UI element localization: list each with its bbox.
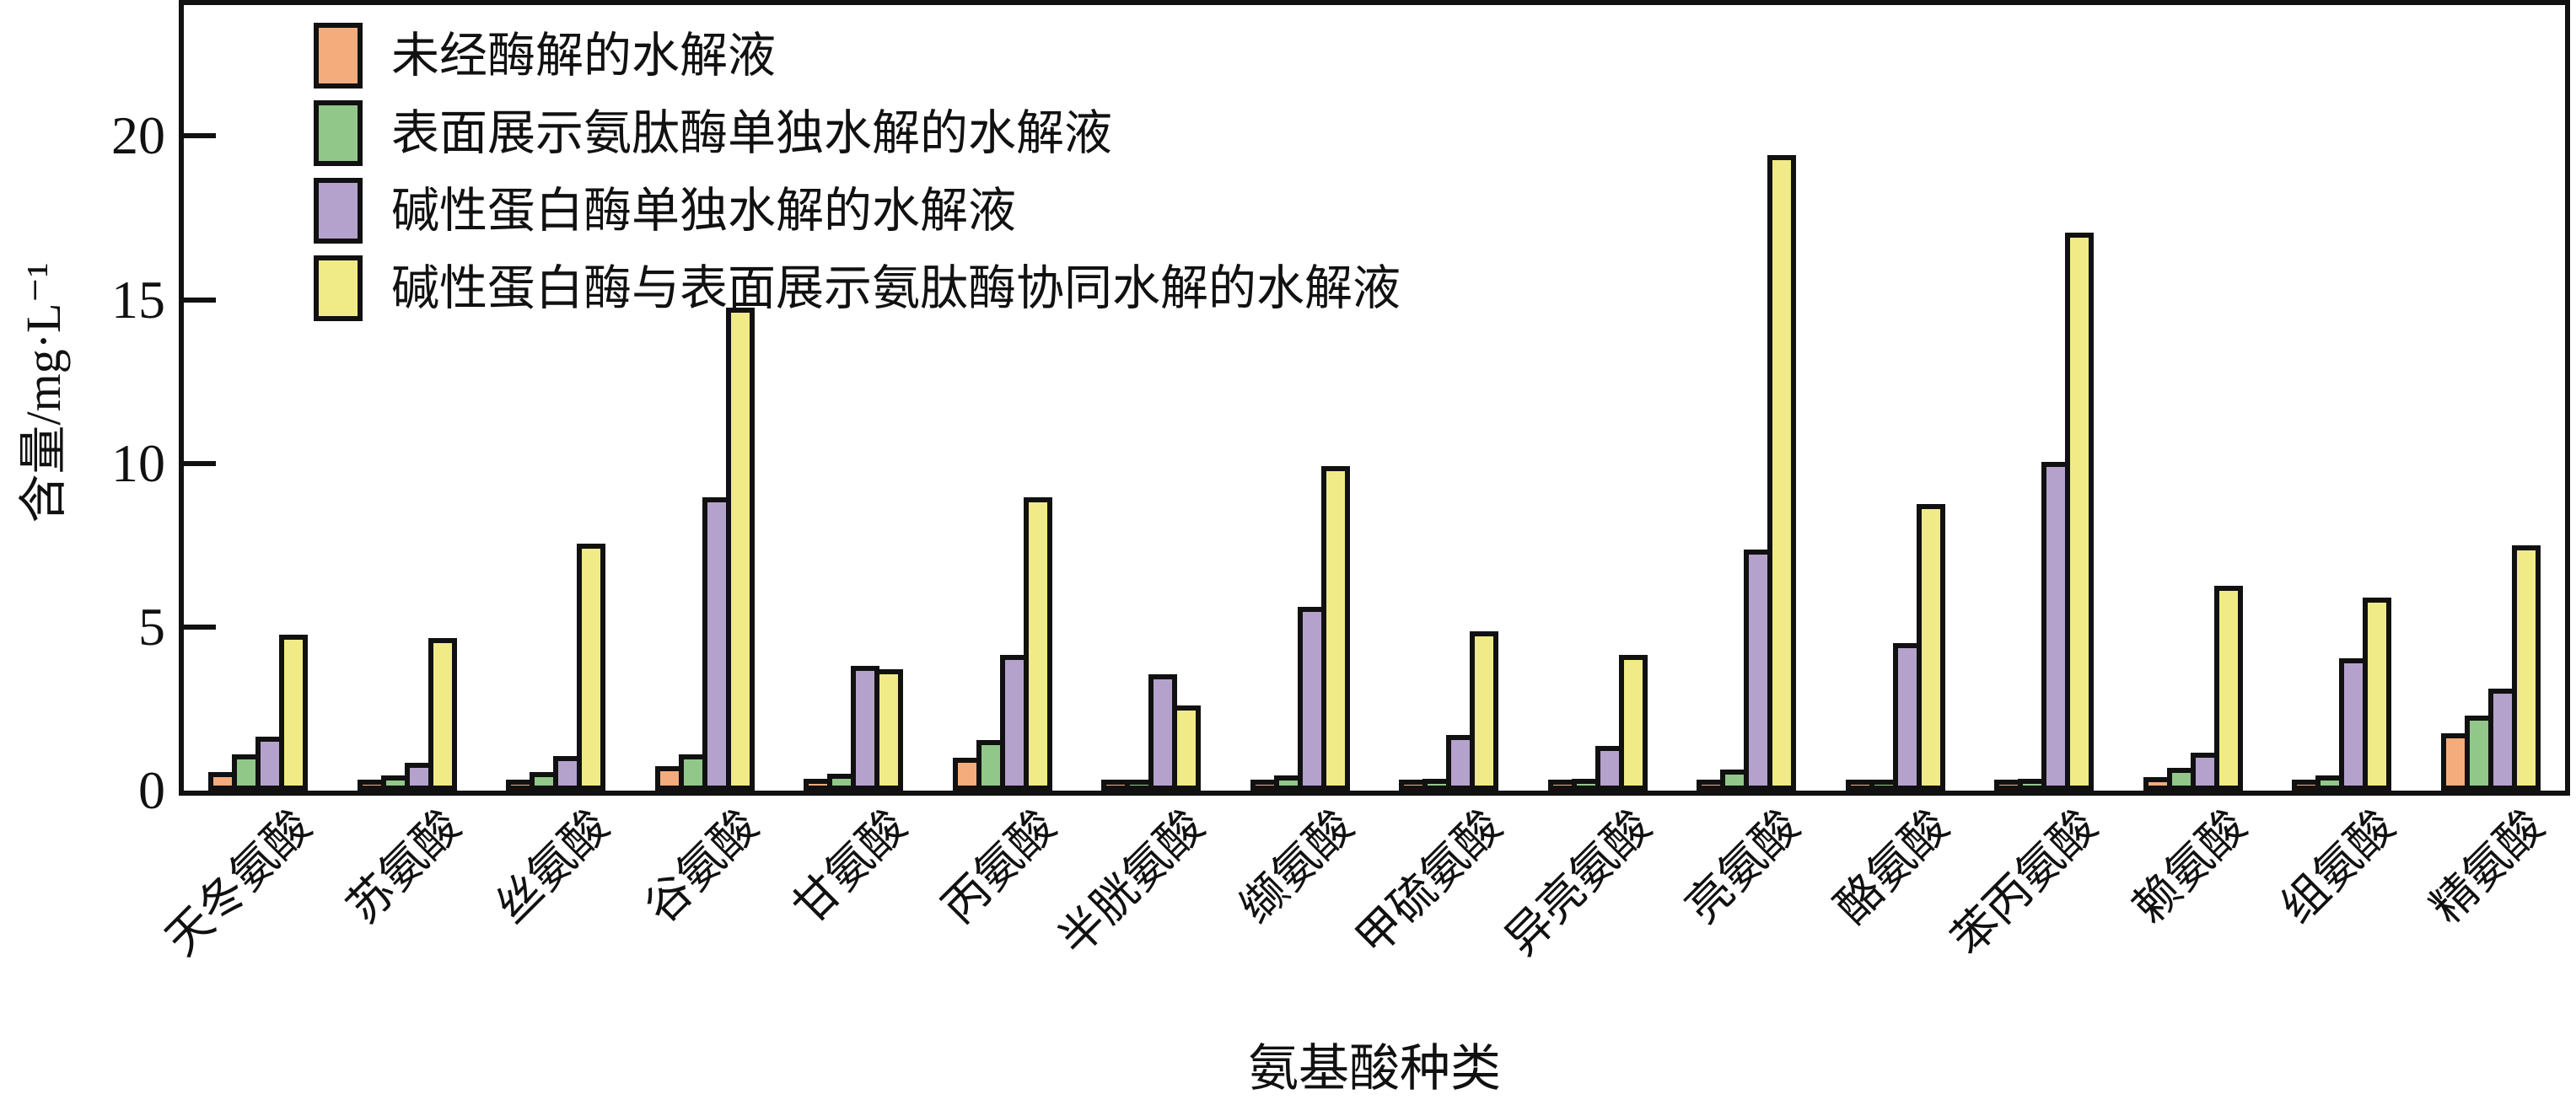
- category-label: 丝氨酸: [486, 800, 619, 933]
- y-axis-tick: [184, 297, 216, 303]
- y-axis-tick-label: 0: [138, 760, 165, 820]
- plot-inner: [184, 5, 2565, 791]
- bar-group: [1845, 5, 1945, 791]
- legend-swatch: [314, 178, 363, 244]
- y-axis-tick-labels: 0 5 10 15 20: [0, 0, 165, 818]
- legend-row: 未经酶解的水解液: [314, 17, 1401, 94]
- bar-group: [208, 5, 309, 791]
- category-label: 苯丙氨酸: [1942, 800, 2107, 966]
- category-label: 异亮氨酸: [1495, 800, 1661, 966]
- category-label: 缬氨酸: [1230, 800, 1363, 933]
- category-label: 精氨酸: [2421, 800, 2554, 933]
- bar-group: [1101, 5, 1202, 791]
- bar: [1172, 705, 1202, 791]
- bar: [2213, 586, 2243, 791]
- bar: [1470, 631, 1499, 791]
- plot-area: 未经酶解的水解液表面展示氨肽酶单独水解的水解液 碱性蛋白酶单独水解的水解液碱性蛋白…: [179, 0, 2570, 796]
- bar-group: [506, 5, 606, 791]
- legend-label: 碱性蛋白酶与表面展示氨肽酶协同水解的水解液: [391, 261, 1401, 315]
- x-axis-title: 氨基酸种类: [1248, 1041, 1501, 1097]
- category-label: 甘氨酸: [783, 800, 917, 933]
- category-label: 酪氨酸: [1826, 800, 1959, 933]
- category-label: 赖氨酸: [2123, 800, 2256, 933]
- bar: [428, 638, 457, 791]
- bar-group: [1399, 5, 1499, 791]
- y-axis-tick-label: 15: [111, 269, 165, 330]
- bar: [2065, 233, 2095, 791]
- bar: [2511, 545, 2541, 791]
- category-label: 谷氨酸: [635, 800, 768, 933]
- bar-group: [357, 5, 457, 791]
- bar: [1618, 655, 1648, 791]
- bar: [874, 669, 904, 791]
- y-axis-tick-label: 10: [111, 432, 165, 493]
- bar-group: [2292, 5, 2392, 791]
- legend-swatch: [314, 100, 363, 166]
- category-label: 半胱氨酸: [1049, 800, 1214, 966]
- bar: [1023, 497, 1052, 791]
- legend-row: 表面展示氨肽酶单独水解的水解液: [314, 94, 1401, 172]
- legend-swatch: [314, 255, 363, 321]
- legend-label: 表面展示氨肽酶单独水解的水解液: [391, 106, 1112, 160]
- bar: [577, 544, 606, 791]
- legend-label: 碱性蛋白酶单独水解的水解液: [391, 184, 1016, 238]
- y-axis-tick-label: 5: [138, 596, 165, 657]
- bar-group: [1994, 5, 2095, 791]
- bar-group: [1697, 5, 1797, 791]
- legend-row: 碱性蛋白酶与表面展示氨肽酶协同水解的水解液: [314, 249, 1401, 327]
- bar-group: [952, 5, 1052, 791]
- y-axis-tick: [184, 624, 216, 630]
- category-label: 组氨酸: [2272, 800, 2405, 933]
- bar: [1320, 466, 1350, 791]
- bar-group: [804, 5, 904, 791]
- category-label: 苏氨酸: [337, 800, 471, 933]
- category-label: 甲硫氨酸: [1347, 800, 1512, 966]
- category-label: 天冬氨酸: [156, 800, 321, 966]
- bar: [1916, 504, 1945, 791]
- bar: [2363, 598, 2392, 791]
- legend: 未经酶解的水解液表面展示氨肽酶单独水解的水解液 碱性蛋白酶单独水解的水解液碱性蛋白…: [314, 17, 1401, 327]
- bar-group: [1250, 5, 1350, 791]
- bar-group: [2143, 5, 2243, 791]
- x-axis-category-labels: 天冬氨酸 苏氨酸 丝氨酸 谷氨酸 甘氨酸 丙氨酸 半胱氨酸 缬氨酸 甲硫氨酸 异亮氨酸 亮氨酸 酪氨酸…: [156, 800, 2565, 1038]
- y-axis-tick: [184, 460, 216, 466]
- bar-group: [1547, 5, 1648, 791]
- legend-swatch: [314, 23, 363, 89]
- legend-label: 未经酶解的水解液: [391, 29, 776, 83]
- y-axis-tick: [184, 133, 216, 139]
- category-label: 丙氨酸: [933, 800, 1066, 933]
- bar: [279, 635, 309, 791]
- bar: [1767, 155, 1797, 791]
- category-label: 亮氨酸: [1676, 800, 1810, 933]
- y-axis-title: 含量/mg·L⁻¹: [16, 262, 71, 523]
- bar-group: [2440, 5, 2541, 791]
- y-axis-tick-label: 20: [111, 105, 165, 166]
- bar: [725, 308, 755, 791]
- bar-group: [654, 5, 755, 791]
- legend-row: 碱性蛋白酶单独水解的水解液: [314, 172, 1401, 249]
